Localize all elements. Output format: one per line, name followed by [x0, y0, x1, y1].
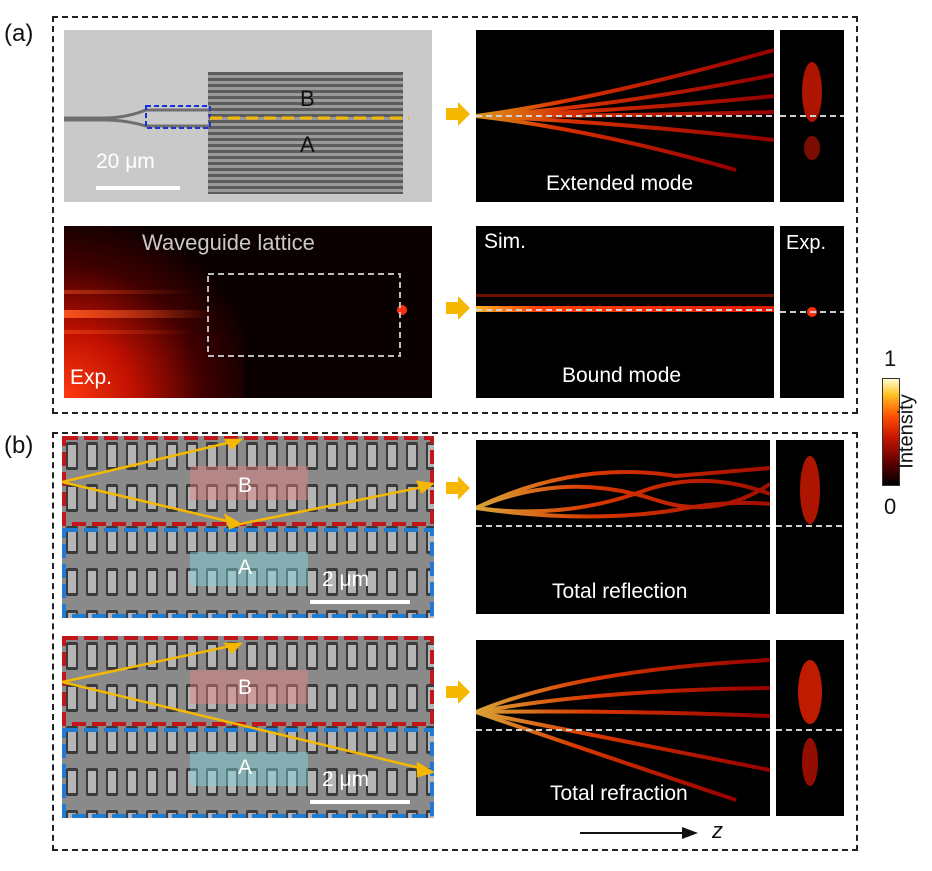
- optical-micrograph: [64, 30, 432, 202]
- exp-bound-tag: Exp.: [786, 232, 827, 254]
- exp-refraction-graphic: [776, 660, 844, 786]
- exp-reflection-image: [776, 440, 844, 614]
- lattice-outline: [207, 273, 401, 357]
- sem-refraction-image: [62, 636, 434, 818]
- sim-reflection-graphic: [476, 466, 770, 527]
- exp-lattice-title: Waveguide lattice: [142, 230, 315, 255]
- output-spot: [397, 305, 407, 315]
- sem-refraction-graphic: [62, 636, 434, 818]
- input-arrow-3: [446, 476, 470, 500]
- panel-a-label: (a): [4, 20, 34, 47]
- input-arrow-4: [446, 680, 470, 704]
- exp-lattice-image: [64, 226, 432, 398]
- panel-b-label: (b): [4, 432, 34, 459]
- lattice-region: [208, 72, 403, 194]
- sim-refraction-image: [476, 640, 770, 816]
- exp-lattice-graphic: [64, 226, 407, 398]
- sem-reflection-image: [62, 436, 434, 618]
- z-axis-label: z: [712, 818, 723, 843]
- sim-extended-graphic: [476, 48, 774, 172]
- z-axis-arrow: [580, 827, 698, 839]
- panel-a-frame: [52, 16, 858, 414]
- sem-refraction-scale: 2 μm: [322, 768, 370, 791]
- exp-bound-image: [780, 226, 844, 398]
- micrograph-graphic: [64, 72, 409, 194]
- sim-reflection-caption: Total reflection: [552, 580, 688, 603]
- panel-b-frame: [52, 432, 858, 851]
- sim-refraction-graphic: [476, 658, 770, 802]
- micrograph-label-b: B: [300, 86, 315, 111]
- sim-bound-graphic: [476, 294, 774, 312]
- sem-reflection-scale: 2 μm: [322, 568, 370, 591]
- colorbar-label: Intensity: [895, 394, 918, 469]
- sim-bound-image: [476, 226, 774, 398]
- sim-refraction-caption: Total refraction: [550, 782, 688, 805]
- micrograph-scale-text: 20 μm: [96, 150, 155, 173]
- sem-refraction-label-a: A: [238, 756, 253, 779]
- colorbar-max: 1: [884, 346, 897, 371]
- sem-reflection-graphic: [62, 436, 434, 618]
- input-arrow-1: [446, 102, 470, 126]
- exp-reflection-graphic: [776, 456, 844, 527]
- sim-bound-tag: Sim.: [484, 230, 526, 253]
- sim-extended-caption: Extended mode: [546, 172, 694, 195]
- micrograph-label-a: A: [300, 132, 315, 157]
- sem-reflection-label-a: A: [238, 556, 253, 579]
- exp-bound-graphic: [780, 307, 844, 317]
- exp-refraction-image: [776, 640, 844, 816]
- sim-bound-caption: Bound mode: [562, 364, 682, 387]
- input-arrow-2: [446, 296, 470, 320]
- exp-extended-graphic: [780, 62, 844, 160]
- exp-lattice-tag: Exp.: [70, 366, 113, 389]
- sem-refraction-label-b: B: [238, 676, 253, 699]
- colorbar-min: 0: [884, 494, 897, 519]
- sem-reflection-label-b: B: [238, 474, 253, 497]
- colorbar: [882, 378, 900, 486]
- sim-extended-image: [476, 30, 774, 202]
- exp-extended-image: [780, 30, 844, 202]
- sim-reflection-image: [476, 440, 770, 614]
